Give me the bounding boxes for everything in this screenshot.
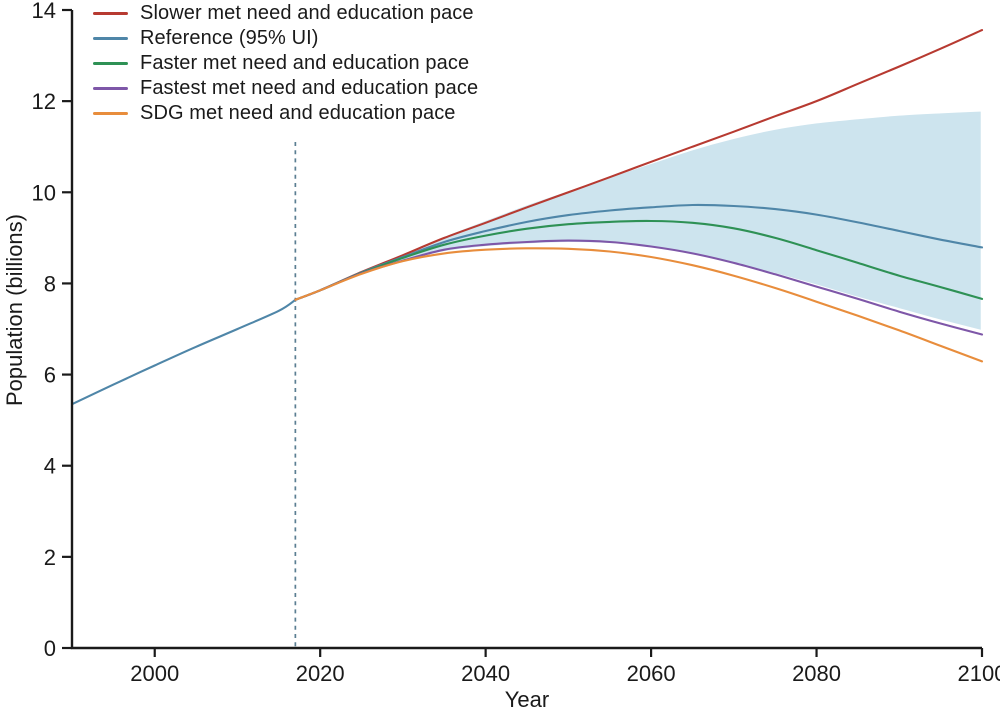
x-axis-title: Year	[505, 687, 549, 712]
legend-item-3: Fastest met need and education pace	[93, 76, 478, 101]
legend-label: Fastest met need and education pace	[140, 77, 479, 99]
x-tick-label: 2100	[958, 661, 1000, 686]
legend-item-1: Reference (95% UI)	[93, 26, 478, 51]
scenario-line-0	[294, 29, 984, 301]
x-tick-label: 2020	[296, 661, 345, 686]
y-tick-label: 6	[44, 363, 56, 388]
y-tick-label: 8	[44, 271, 56, 296]
y-tick-label: 4	[44, 454, 56, 479]
legend-item-0: Slower met need and education pace	[93, 1, 478, 26]
y-axis-title: Population (billions)	[2, 214, 27, 406]
legend-item-4: SDG met need and education pace	[93, 101, 478, 126]
legend-line-swatch	[93, 112, 128, 115]
x-tick-label: 2000	[130, 661, 179, 686]
x-tick-label: 2040	[461, 661, 510, 686]
x-tick-label: 2080	[792, 661, 841, 686]
legend-line-swatch	[93, 37, 128, 40]
legend-line-swatch	[93, 87, 128, 90]
y-tick-label: 0	[44, 636, 56, 661]
legend-label: SDG met need and education pace	[140, 102, 456, 124]
historical-population-line	[71, 298, 297, 406]
y-tick-label: 2	[44, 545, 56, 570]
y-tick-label: 10	[32, 180, 56, 205]
legend-line-swatch	[93, 62, 128, 65]
scenario-line-4	[294, 247, 984, 363]
legend-line-swatch	[93, 12, 128, 15]
scenario-line-2	[294, 219, 984, 301]
chart-legend: Slower met need and education pace Refere…	[93, 1, 478, 126]
y-tick-label: 12	[32, 89, 56, 114]
legend-label: Reference (95% UI)	[140, 27, 319, 49]
x-tick-label: 2060	[627, 661, 676, 686]
legend-item-2: Faster met need and education pace	[93, 51, 478, 76]
legend-label: Faster met need and education pace	[140, 52, 470, 74]
legend-label: Slower met need and education pace	[140, 2, 474, 24]
y-tick-label: 14	[32, 0, 56, 23]
